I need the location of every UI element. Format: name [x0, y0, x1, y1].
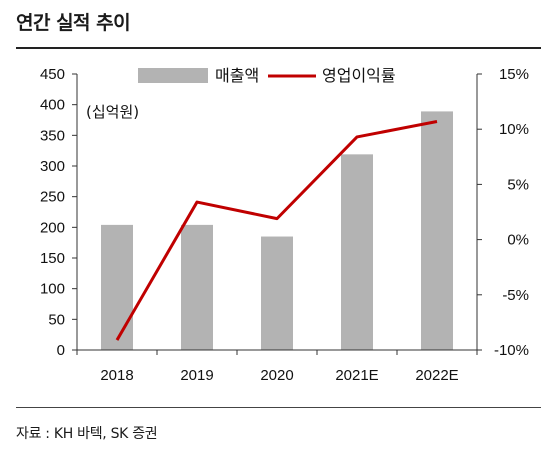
- chart-title: 연간 실적 추이: [16, 12, 131, 34]
- legend-line-label: 영업이익률: [322, 66, 396, 85]
- x-tick-label: 2022E: [415, 367, 458, 384]
- unit-label: (십억원): [86, 103, 139, 121]
- bar-2019: [181, 224, 213, 350]
- y-tick-label-left: 50: [48, 311, 65, 328]
- y-tick-label-left: 150: [40, 250, 65, 267]
- y-tick-label-right: -5%: [502, 287, 529, 304]
- y-tick-label-left: 250: [40, 189, 65, 206]
- y-tick-label-left: 400: [40, 97, 65, 114]
- y-tick-label-left: 300: [40, 158, 65, 175]
- source-note: 자료 : KH 바텍, SK 증권: [16, 426, 158, 442]
- x-tick-label: 2019: [180, 367, 213, 384]
- x-tick-label: 2020: [260, 367, 293, 384]
- bar-2021E: [341, 154, 373, 350]
- source-divider: [16, 407, 541, 408]
- x-tick-label: 2021E: [335, 367, 378, 384]
- y-tick-label-left: 350: [40, 127, 65, 144]
- y-tick-label-left: 100: [40, 281, 65, 298]
- y-tick-label-right: 5%: [507, 176, 529, 193]
- y-tick-label-right: 15%: [499, 66, 529, 83]
- legend-bar-label: 매출액: [215, 66, 259, 85]
- title-divider: [16, 47, 541, 49]
- bar-2022E: [421, 111, 453, 350]
- line-series-operating-margin: [115, 119, 438, 341]
- y-tick-label-right: 0%: [507, 232, 529, 249]
- y-tick-label-right: 10%: [499, 121, 529, 138]
- bar-2020: [261, 236, 293, 350]
- combo-chart: 450 400 350 300 250 200 150 100 50 0 15% 10% 5% 0% -5…: [40, 66, 529, 384]
- x-tick-label: 2018: [100, 367, 133, 384]
- y-tick-label-left: 200: [40, 219, 65, 236]
- y-tick-label-right: -10%: [494, 342, 529, 359]
- bar-2018: [101, 224, 133, 350]
- legend-bar-swatch: [138, 68, 208, 83]
- y-tick-label-left: 0: [57, 342, 65, 359]
- y-tick-label-left: 450: [40, 66, 65, 83]
